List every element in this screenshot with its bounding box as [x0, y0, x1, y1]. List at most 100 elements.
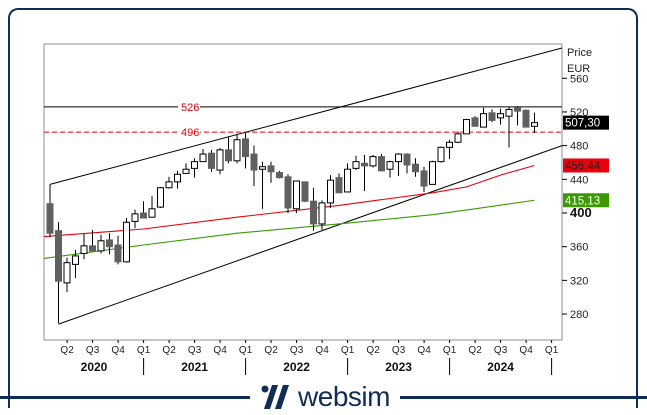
quarter-label: Q3: [86, 345, 100, 356]
candle: [420, 166, 428, 192]
candle-body: [471, 117, 479, 127]
quarter-label: Q4: [519, 345, 533, 356]
candle-body: [106, 239, 113, 248]
candle-body: [63, 262, 71, 284]
candle-body: [412, 163, 419, 173]
candle-body: [505, 108, 513, 117]
candle-body: [429, 161, 436, 185]
websim-logo-icon: [261, 385, 290, 409]
footer-line-right: [400, 396, 647, 399]
candle-body: [488, 112, 496, 121]
quarter-label: Q2: [468, 345, 482, 356]
candle-body: [514, 107, 521, 112]
candle: [259, 161, 266, 209]
moving-average-line: [43, 199, 535, 260]
y-tick-label: 480: [570, 141, 588, 153]
candle: [233, 134, 241, 164]
quarter-label: Q1: [443, 345, 457, 356]
axis-title: Price: [567, 47, 592, 59]
candle-body: [123, 221, 130, 263]
candle-body: [522, 109, 530, 128]
candle: [531, 112, 538, 134]
candle-body: [352, 161, 360, 169]
candle: [89, 229, 96, 252]
candle: [361, 154, 368, 192]
y-tick-label: 360: [570, 242, 588, 254]
candle-body: [208, 152, 215, 169]
candle: [148, 196, 156, 218]
candle: [276, 170, 283, 179]
candle: [46, 202, 54, 238]
overlay-lines: 526 496: [43, 47, 563, 325]
price-badge: [563, 115, 609, 130]
y-tick-label: 400: [570, 205, 592, 220]
quarter-label: Q1: [341, 345, 355, 356]
candle-body: [378, 156, 385, 172]
candle-body: [191, 161, 198, 169]
brand-name: websim: [298, 381, 390, 412]
candle: [386, 160, 394, 178]
candle: [182, 163, 190, 174]
candle: [344, 163, 351, 193]
quarter-label: Q3: [188, 345, 202, 356]
candle: [157, 186, 164, 208]
candle-body: [480, 113, 487, 128]
candle-body: [395, 153, 402, 163]
candle: [80, 234, 88, 260]
quarter-label: Q3: [392, 345, 406, 356]
axes: 280320360400440480520560507,30456,44415,…: [60, 73, 609, 375]
candle-body: [131, 213, 139, 222]
candle: [123, 218, 130, 263]
price-badge: [563, 158, 609, 173]
candle-body: [174, 173, 181, 183]
candle-body: [301, 181, 309, 202]
candle: [140, 201, 147, 219]
candle-body: [80, 245, 88, 254]
candle-body: [259, 166, 266, 170]
moving-average-line: [43, 164, 535, 238]
year-label: 2024: [487, 360, 514, 374]
candle-body: [114, 244, 122, 263]
candle: [514, 106, 521, 126]
candle-body: [216, 149, 224, 171]
y-tick-label: 560: [570, 73, 588, 85]
quarter-label: Q2: [264, 345, 278, 356]
candle-body: [463, 119, 470, 135]
candle: [446, 139, 453, 160]
candle: [284, 174, 292, 213]
horizontal-line-label: 496: [181, 127, 199, 139]
candle-body: [55, 230, 62, 282]
candle: [97, 234, 105, 254]
quarter-label: Q2: [162, 345, 176, 356]
year-label: 2023: [385, 360, 412, 374]
candle: [106, 233, 113, 255]
candle-body: [335, 177, 343, 194]
candle: [216, 148, 224, 175]
candle-body: [310, 200, 317, 225]
candle: [242, 133, 249, 169]
candle-body: [403, 153, 411, 166]
candle-body: [276, 172, 283, 179]
quarter-label: Q4: [315, 345, 329, 356]
quarter-label: Q4: [111, 345, 125, 356]
quarter-label: Q3: [290, 345, 304, 356]
candle: [403, 153, 411, 174]
candle-body: [242, 138, 249, 158]
candle: [378, 154, 385, 172]
candle: [437, 146, 445, 163]
y-tick-label: 320: [570, 275, 588, 287]
horizontal-line-label-bg: [178, 126, 200, 138]
candle: [174, 170, 181, 189]
candle-body: [446, 141, 453, 148]
candle: [301, 181, 309, 203]
axis-unit: EUR: [567, 63, 590, 75]
price-badge-label: 415,13: [565, 195, 600, 207]
candle-body: [454, 133, 462, 143]
candle-body: [157, 187, 164, 208]
candle-body: [46, 203, 54, 234]
candle-body: [318, 202, 326, 225]
candle: [72, 250, 79, 278]
candle: [114, 235, 122, 265]
candle: [412, 158, 419, 177]
